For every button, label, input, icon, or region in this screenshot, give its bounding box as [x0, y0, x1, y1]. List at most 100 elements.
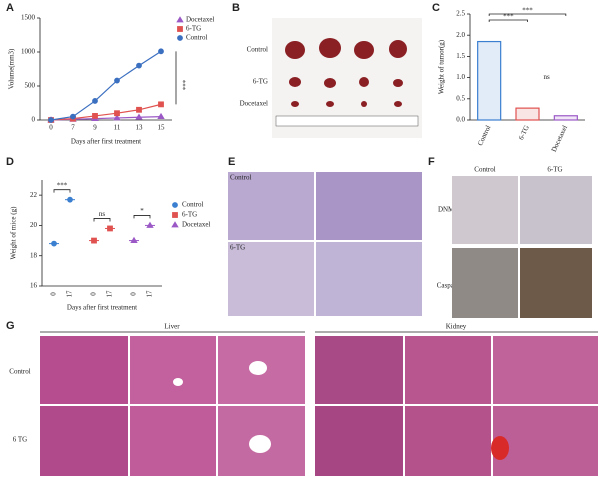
- y-axis-label: Volume(mm3): [8, 48, 16, 89]
- ihc-image: [520, 248, 592, 318]
- row-label: 6-TG: [253, 78, 268, 86]
- legend-marker: [176, 16, 184, 23]
- panel-letter: D: [6, 156, 14, 168]
- annotation: ns: [99, 210, 106, 218]
- y-tick-label: 0.5: [456, 94, 465, 102]
- point: [67, 196, 73, 203]
- legend-label: Docetaxel: [182, 221, 210, 229]
- he-images: [40, 336, 598, 476]
- point: [130, 236, 138, 243]
- bracket: [93, 218, 111, 222]
- x-tick-label: Docetaxel: [550, 124, 569, 153]
- histology-image: [316, 242, 422, 316]
- x-tick-label: 7: [71, 124, 75, 132]
- point: [91, 237, 97, 244]
- x-tick-label: 17: [146, 290, 154, 298]
- histology-image: [316, 172, 422, 240]
- row-label: 6 TG: [13, 436, 27, 444]
- annotation: ns: [544, 73, 551, 81]
- y-tick-label: 1000: [21, 48, 36, 56]
- x-tick-label: 0: [50, 292, 58, 296]
- legend-marker: [172, 202, 178, 208]
- histology-image: [228, 242, 314, 316]
- y-tick-label: 0.0: [456, 116, 465, 124]
- legend-marker: [171, 221, 179, 228]
- y-tick-label: 500: [25, 82, 36, 90]
- point: [114, 110, 120, 117]
- y-tick-label: 22: [30, 191, 38, 199]
- x-tick-label: 17: [106, 290, 114, 298]
- y-tick-label: 1500: [21, 14, 36, 22]
- x-tick-label: 6-TG: [517, 124, 531, 141]
- point: [158, 48, 164, 55]
- ruler: [275, 115, 419, 127]
- point: [92, 98, 98, 104]
- x-tick-label: 0: [130, 292, 138, 296]
- panel-letter: C: [432, 2, 440, 14]
- x-tick-label: 11: [114, 124, 121, 132]
- point: [51, 240, 57, 247]
- row-label: Control: [247, 46, 268, 54]
- legend-label: Docetaxel: [186, 16, 214, 24]
- point: [113, 114, 121, 121]
- y-tick-label: 16: [30, 282, 38, 290]
- x-tick-label: 17: [66, 290, 74, 298]
- tumors: [285, 38, 407, 107]
- row-label: Docetaxel: [240, 100, 268, 108]
- y-tick-label: 2.5: [456, 10, 465, 18]
- point: [107, 225, 113, 232]
- histology-image: [228, 172, 314, 240]
- panel-letter: F: [428, 156, 435, 168]
- y-tick-label: 18: [30, 251, 38, 259]
- y-tick-label: 20: [30, 221, 38, 229]
- column-label: Kidney: [446, 323, 467, 331]
- point: [136, 62, 142, 69]
- row-label: DNMT1: [438, 206, 463, 214]
- annotation: ***: [57, 181, 68, 189]
- point: [114, 77, 120, 84]
- point: [135, 113, 143, 120]
- panel-letter: G: [6, 320, 15, 332]
- bar: [515, 107, 540, 121]
- series-line: [50, 50, 162, 121]
- panel-letter: B: [232, 2, 240, 14]
- point: [146, 221, 154, 228]
- bar: [553, 115, 578, 121]
- x-tick-label: 15: [158, 124, 166, 132]
- row-label: 6-TG: [230, 244, 245, 252]
- legend-label: Control: [182, 201, 203, 209]
- x-tick-label: 9: [93, 124, 97, 132]
- ihc-image: [520, 176, 592, 244]
- bracket: [53, 189, 71, 193]
- y-axis-label: Weight of tumor(g): [438, 39, 446, 94]
- x-tick-label: 0: [90, 292, 98, 296]
- y-tick-label: 1.5: [456, 52, 465, 60]
- y-tick-label: 2.0: [456, 31, 465, 39]
- x-axis-label: Days after first treatment: [71, 138, 141, 146]
- row-label: Control: [9, 368, 30, 376]
- bracket: [488, 13, 567, 16]
- legend-marker: [172, 212, 178, 218]
- axis: [41, 180, 162, 287]
- row-label: Caspase3: [437, 282, 464, 290]
- x-tick-label: 0: [49, 124, 53, 132]
- y-tick-label: 0: [32, 116, 36, 124]
- legend-label: 6-TG: [182, 211, 197, 219]
- legend-label: 6-TG: [186, 25, 201, 33]
- point: [92, 113, 98, 119]
- y-tick-label: 1.0: [456, 73, 465, 81]
- panel-letter: E: [228, 156, 235, 168]
- annotation: ***: [503, 13, 514, 21]
- legend-marker: [177, 35, 183, 41]
- y-axis-label: Weight of mice (g): [10, 206, 18, 260]
- point: [70, 113, 76, 120]
- column-label: Liver: [164, 323, 180, 331]
- point: [158, 101, 164, 108]
- point: [136, 106, 142, 113]
- x-tick-label: 13: [136, 124, 144, 132]
- bracket: [133, 215, 151, 219]
- legend-marker: [177, 26, 183, 32]
- legend-label: Control: [186, 34, 207, 42]
- annotation: ***: [178, 80, 186, 91]
- row-label: Control: [230, 174, 251, 182]
